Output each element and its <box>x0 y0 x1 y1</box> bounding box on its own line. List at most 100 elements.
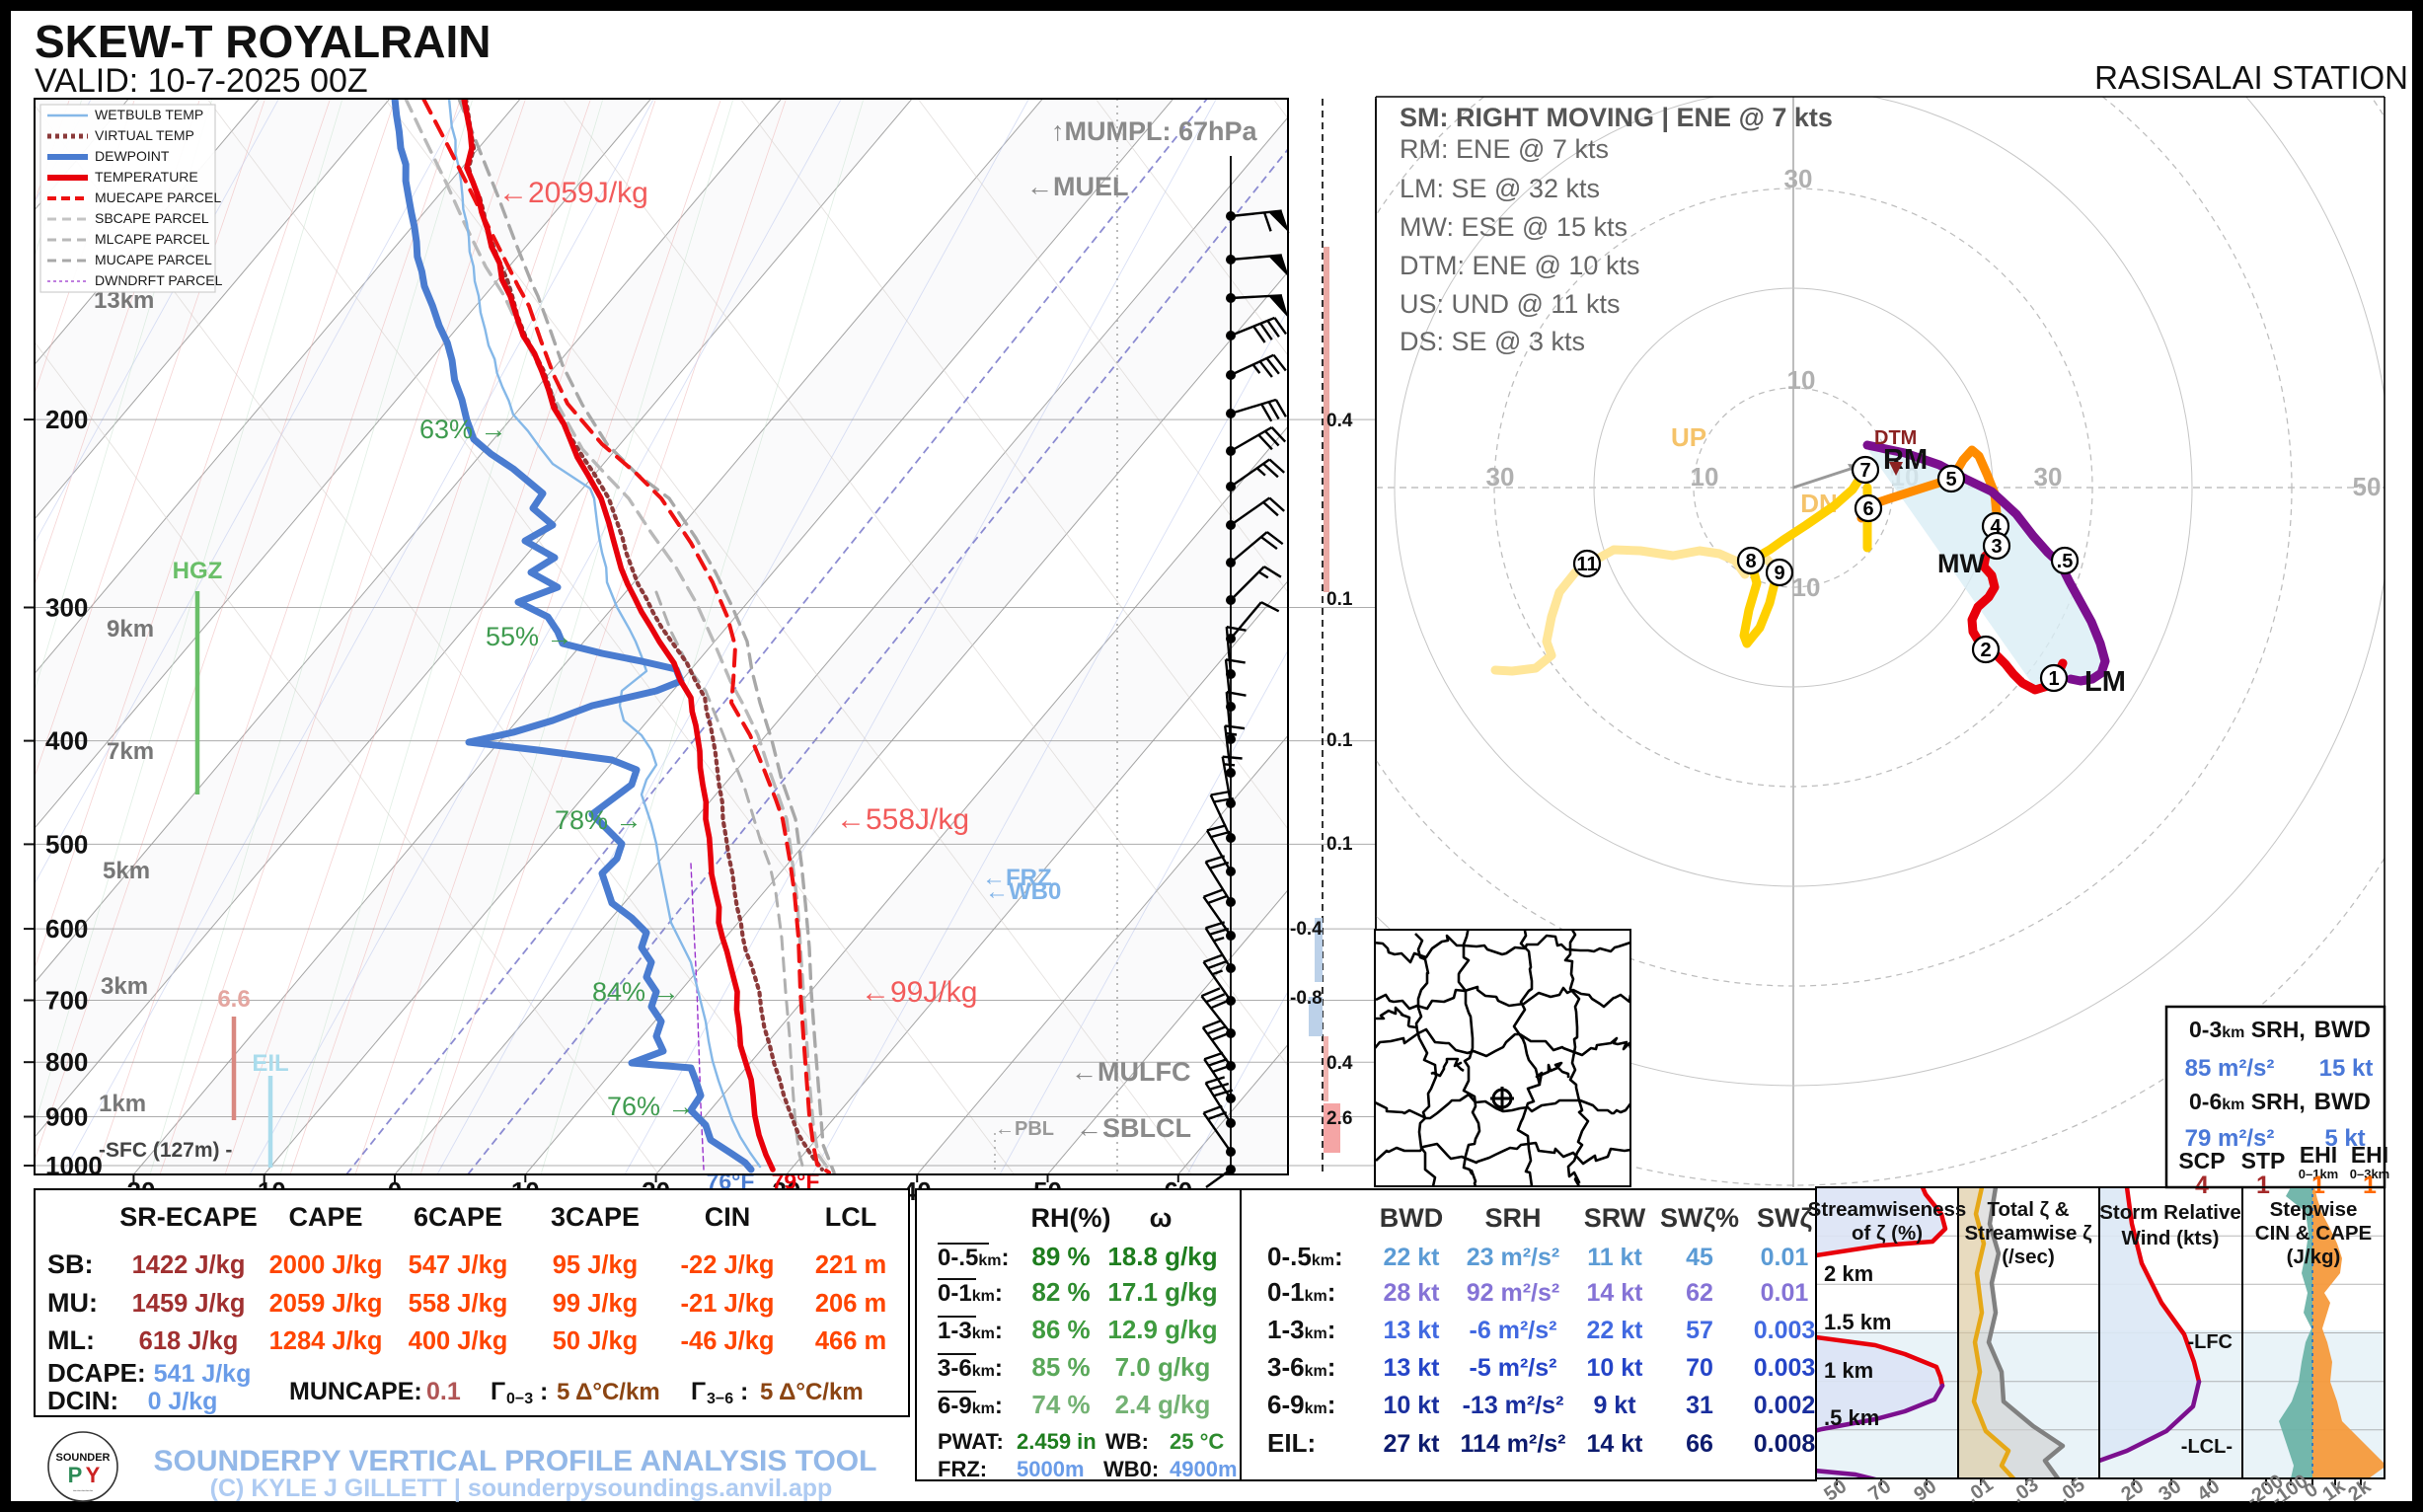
svg-text:0.01: 0.01 <box>1761 1279 1809 1307</box>
svg-text:-SFC (127m) -: -SFC (127m) - <box>99 1139 232 1162</box>
svg-text:MUCAPE PARCEL: MUCAPE PARCEL <box>95 252 212 267</box>
svg-text:5000m: 5000m <box>1017 1457 1085 1481</box>
svg-text:1: 1 <box>2363 1172 2377 1199</box>
svg-text:1: 1 <box>2256 1172 2270 1199</box>
svg-text:5 kt: 5 kt <box>2324 1125 2365 1152</box>
svg-text:DTM: DTM <box>1874 427 1917 449</box>
svg-text:0–3km: 0–3km <box>2350 1167 2389 1181</box>
svg-text:6.6: 6.6 <box>217 986 250 1013</box>
svg-text:300: 300 <box>45 593 88 623</box>
svg-text:800: 800 <box>45 1047 88 1077</box>
svg-text:LCL: LCL <box>825 1202 876 1232</box>
svg-text:Streamwise ζ: Streamwise ζ <box>1964 1222 2092 1245</box>
svg-text:0 J/kg: 0 J/kg <box>148 1388 218 1415</box>
svg-text:DS: SE @ 3 kts: DS: SE @ 3 kts <box>1400 327 1585 356</box>
svg-text:US: UND @ 11 kts: US: UND @ 11 kts <box>1400 289 1620 319</box>
svg-text:Total ζ &: Total ζ & <box>1987 1198 2069 1221</box>
svg-text:50 J/kg: 50 J/kg <box>553 1327 638 1355</box>
svg-text:WB:: WB: <box>1105 1429 1149 1454</box>
svg-text:0.4: 0.4 <box>1326 1053 1353 1074</box>
svg-text:0.1: 0.1 <box>426 1378 461 1405</box>
svg-text:WETBULB TEMP: WETBULB TEMP <box>95 107 203 122</box>
svg-text:SRH: SRH <box>1484 1203 1541 1233</box>
svg-text:CIN: CIN <box>705 1202 751 1232</box>
svg-text:DTM: ENE @ 10 kts: DTM: ENE @ 10 kts <box>1400 251 1639 280</box>
svg-text:99 J/kg: 99 J/kg <box>553 1290 638 1318</box>
svg-text:1.5 km: 1.5 km <box>1824 1310 1892 1334</box>
svg-text:P: P <box>68 1463 83 1487</box>
svg-text:Storm Relative: Storm Relative <box>2099 1201 2241 1224</box>
svg-text:200: 200 <box>45 405 88 434</box>
svg-text:1284 J/kg: 1284 J/kg <box>269 1327 383 1355</box>
svg-text::: : <box>540 1378 548 1405</box>
svg-text:10 kt: 10 kt <box>1384 1392 1441 1419</box>
svg-text:Γ: Γ <box>691 1378 706 1405</box>
svg-text:VALID: 10-7-2025 00Z: VALID: 10-7-2025 00Z <box>35 62 368 100</box>
svg-text:DEWPOINT: DEWPOINT <box>95 148 170 164</box>
svg-text:EHI: EHI <box>2351 1142 2388 1168</box>
svg-text:11: 11 <box>1576 554 1597 575</box>
svg-text:←MUEL: ←MUEL <box>1026 172 1129 201</box>
svg-text:SBCAPE PARCEL: SBCAPE PARCEL <box>95 210 209 226</box>
svg-text:85 %: 85 % <box>1031 1352 1090 1382</box>
svg-text:700: 700 <box>45 986 88 1016</box>
svg-text:-0.8: -0.8 <box>1290 988 1323 1009</box>
svg-text:-21 J/kg: -21 J/kg <box>681 1290 775 1318</box>
svg-text:1-3km:: 1-3km: <box>938 1318 1003 1344</box>
svg-text:LM: LM <box>2084 666 2126 698</box>
svg-text:618 J/kg: 618 J/kg <box>139 1327 239 1355</box>
svg-text:CIN & CAPE: CIN & CAPE <box>2255 1222 2372 1245</box>
svg-text:SOUNDER: SOUNDER <box>55 1452 110 1464</box>
svg-text:7km: 7km <box>107 738 154 765</box>
svg-text:45: 45 <box>1686 1244 1713 1271</box>
svg-text:ML:: ML: <box>47 1325 95 1355</box>
svg-text:1 km: 1 km <box>1824 1358 1873 1383</box>
svg-text:.5: .5 <box>2057 551 2074 572</box>
svg-text:1000: 1000 <box>45 1151 103 1180</box>
svg-text:5 Δ°C/km: 5 Δ°C/km <box>557 1379 660 1405</box>
svg-text:STP: STP <box>2241 1148 2286 1173</box>
svg-text:25 °C: 25 °C <box>1170 1429 1224 1454</box>
svg-text:-22 J/kg: -22 J/kg <box>681 1251 775 1279</box>
svg-text:-LCL-: -LCL- <box>2181 1436 2233 1458</box>
svg-text:6: 6 <box>1862 498 1873 520</box>
svg-text:30: 30 <box>1486 462 1515 491</box>
svg-text:86 %: 86 % <box>1031 1315 1090 1344</box>
svg-text:12.9 g/kg: 12.9 g/kg <box>1107 1315 1217 1344</box>
svg-text:0.1: 0.1 <box>1326 730 1353 751</box>
svg-text:13 kt: 13 kt <box>1384 1354 1441 1382</box>
svg-text:BWD: BWD <box>1380 1203 1443 1233</box>
svg-text:28 kt: 28 kt <box>1384 1279 1441 1307</box>
svg-text:2000 J/kg: 2000 J/kg <box>269 1251 383 1279</box>
svg-text:0.1: 0.1 <box>1326 589 1353 610</box>
svg-text:0–1km: 0–1km <box>2299 1167 2338 1181</box>
svg-text:EIL: EIL <box>252 1050 288 1077</box>
svg-text:82 %: 82 % <box>1031 1277 1090 1307</box>
svg-text:221 m: 221 m <box>815 1251 886 1279</box>
svg-text:1km: 1km <box>99 1091 146 1117</box>
svg-text:MUNCAPE:: MUNCAPE: <box>289 1378 422 1405</box>
svg-text:76% →: 76% → <box>607 1092 695 1121</box>
svg-text:3km: 3km <box>101 973 148 1000</box>
svg-text:31: 31 <box>1686 1392 1713 1419</box>
svg-text:79 m²/s²: 79 m²/s² <box>2185 1125 2275 1152</box>
svg-text:10 kt: 10 kt <box>1587 1354 1644 1382</box>
svg-text:DWNDRFT PARCEL: DWNDRFT PARCEL <box>95 272 223 288</box>
svg-text:0.002: 0.002 <box>1754 1392 1816 1419</box>
svg-text:EHI: EHI <box>2300 1142 2337 1168</box>
svg-text:0-3km SRH,: 0-3km SRH, <box>2189 1017 2306 1042</box>
svg-text:5 Δ°C/km: 5 Δ°C/km <box>760 1379 864 1405</box>
svg-text:3−6: 3−6 <box>707 1391 733 1407</box>
svg-text:Stepwise: Stepwise <box>2270 1198 2358 1221</box>
svg-text:547 J/kg: 547 J/kg <box>409 1251 508 1279</box>
svg-text:8: 8 <box>1745 551 1756 572</box>
svg-text:MU:: MU: <box>47 1288 98 1318</box>
svg-text:0-6km SRH,: 0-6km SRH, <box>2189 1089 2306 1114</box>
svg-text:ω: ω <box>1150 1203 1173 1233</box>
svg-text:5: 5 <box>1945 469 1956 491</box>
svg-text:17.1 g/kg: 17.1 g/kg <box>1107 1277 1217 1307</box>
svg-text:SR-ECAPE: SR-ECAPE <box>119 1202 258 1232</box>
svg-text:WB0:: WB0: <box>1103 1457 1159 1481</box>
svg-text:VIRTUAL TEMP: VIRTUAL TEMP <box>95 127 194 143</box>
svg-text:-6 m²/s²: -6 m²/s² <box>1470 1317 1557 1344</box>
